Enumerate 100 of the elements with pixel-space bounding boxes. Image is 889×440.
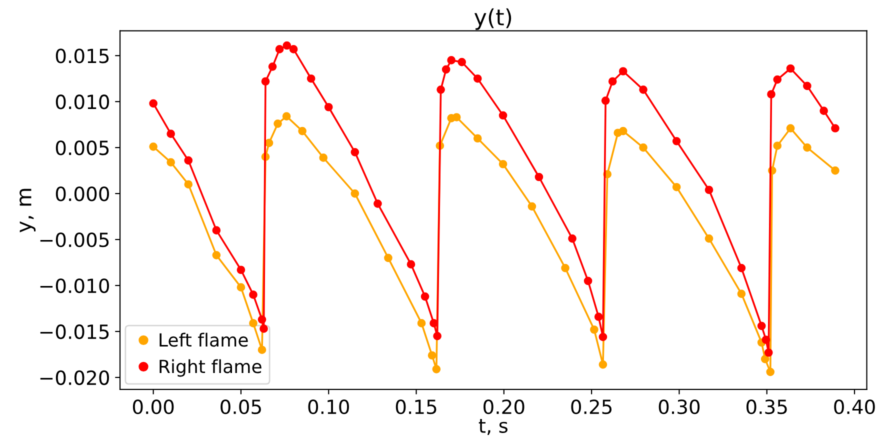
- point: [498, 160, 508, 168]
- point: [319, 154, 328, 162]
- chart-title: y(t): [474, 8, 512, 30]
- point: [590, 325, 598, 334]
- legend-label: Right flame: [160, 359, 262, 377]
- point: [639, 85, 648, 94]
- point: [420, 292, 430, 301]
- point: [831, 166, 840, 175]
- point: [433, 332, 442, 340]
- point: [350, 189, 360, 198]
- y-tick-label: −0.005: [40, 232, 109, 248]
- point: [236, 266, 246, 274]
- point: [831, 124, 840, 132]
- point: [274, 120, 282, 128]
- point: [275, 45, 284, 54]
- point: [773, 142, 782, 150]
- point: [601, 96, 610, 105]
- point: [249, 319, 258, 328]
- x-tick-label: 0.25: [571, 399, 612, 414]
- x-tick-label: 0.00: [132, 399, 174, 414]
- point: [249, 290, 258, 299]
- point: [639, 143, 648, 152]
- point: [762, 336, 770, 344]
- point: [458, 58, 466, 66]
- point: [473, 74, 482, 83]
- y-tick-label: 0.015: [56, 48, 109, 64]
- point: [436, 85, 445, 94]
- x-tick-label: 0.40: [834, 399, 875, 414]
- point: [561, 264, 570, 272]
- point: [212, 226, 221, 234]
- point: [594, 312, 603, 321]
- point: [803, 82, 812, 90]
- point: [442, 65, 450, 74]
- point: [149, 142, 158, 151]
- point: [282, 112, 291, 120]
- x-tick-label: 0.20: [484, 399, 524, 414]
- point: [452, 113, 461, 122]
- point: [786, 124, 795, 132]
- point: [184, 180, 193, 189]
- point: [350, 148, 360, 156]
- point: [672, 182, 681, 192]
- point: [184, 156, 193, 165]
- x-tick-label: 0.10: [308, 399, 349, 414]
- point: [212, 250, 221, 260]
- x-tick-label: 0.05: [220, 399, 261, 414]
- point: [406, 260, 416, 269]
- x-tick-label: 0.15: [396, 399, 436, 414]
- point: [417, 319, 426, 328]
- x-axis-title: t, s: [478, 419, 508, 435]
- point: [764, 348, 773, 357]
- point: [268, 62, 277, 71]
- point: [149, 99, 158, 108]
- point: [166, 158, 176, 166]
- point: [289, 45, 298, 54]
- point: [737, 264, 746, 272]
- point: [432, 365, 441, 374]
- y-tick-label: −0.015: [40, 324, 109, 340]
- point: [534, 172, 544, 182]
- point: [473, 134, 482, 143]
- point: [166, 130, 176, 138]
- point: [528, 202, 536, 211]
- point: [584, 276, 592, 286]
- point: [618, 67, 628, 76]
- point: [282, 41, 292, 50]
- y-tick-label: 0.000: [56, 186, 109, 202]
- point: [704, 234, 714, 243]
- x-tick-label: 0.35: [746, 399, 787, 414]
- point: [298, 126, 306, 136]
- y-tick-label: 0.010: [56, 94, 109, 110]
- point: [766, 368, 775, 376]
- point: [598, 332, 608, 342]
- point: [324, 102, 333, 112]
- point: [773, 75, 782, 84]
- point: [384, 254, 392, 262]
- point: [258, 315, 266, 324]
- y-tick-label: 0.005: [56, 140, 109, 156]
- point: [236, 283, 246, 292]
- point: [498, 111, 508, 120]
- point: [568, 234, 576, 243]
- point: [704, 186, 714, 194]
- point: [737, 290, 746, 298]
- point: [258, 346, 266, 354]
- point: [608, 77, 617, 86]
- point: [428, 351, 436, 360]
- point: [430, 319, 438, 328]
- point: [786, 64, 795, 73]
- point: [760, 354, 770, 364]
- y-tick-label: −0.010: [40, 278, 109, 294]
- point: [598, 360, 608, 369]
- legend-label: Left flame: [160, 332, 248, 347]
- point: [618, 126, 628, 136]
- point: [264, 138, 274, 148]
- point: [767, 90, 776, 98]
- x-tick-label: 0.30: [658, 399, 700, 414]
- y-axis-title: y, m: [20, 188, 36, 232]
- point: [820, 106, 828, 115]
- point: [374, 199, 382, 208]
- y-tick-label: −0.020: [40, 370, 109, 386]
- point: [672, 136, 681, 146]
- point: [306, 74, 316, 83]
